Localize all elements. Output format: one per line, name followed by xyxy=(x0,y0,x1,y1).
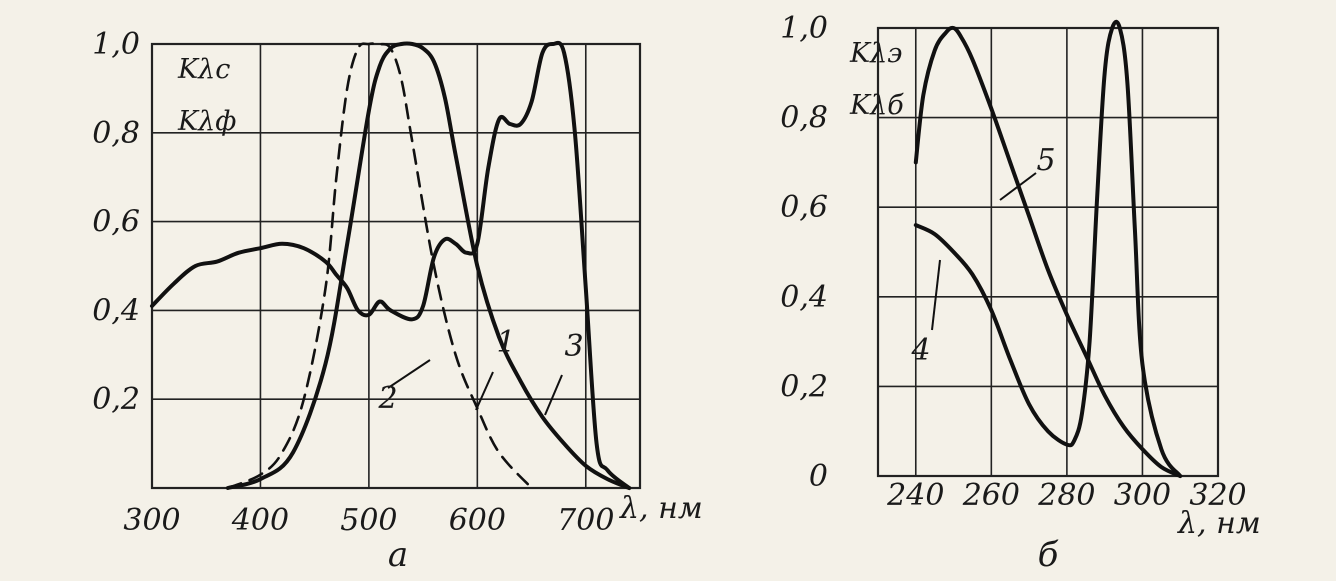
y-axis-label: Kλэ xyxy=(849,38,902,69)
x-tick-label: 700 xyxy=(557,503,614,538)
x-tick-label: 300 xyxy=(123,503,180,538)
curve-leader-line xyxy=(999,172,1037,201)
curve-label-1: 1 xyxy=(496,325,515,360)
curve-leader-line xyxy=(387,359,431,389)
y-axis-label: Kλф xyxy=(177,106,236,137)
chart-panel-b: 240 260 280 300 320 0 0,2 0,4 0,6 0,8 1,0 Kλэ Kλб λ, … xyxy=(780,11,1260,575)
y-tick-label: 0,4 xyxy=(92,293,140,328)
x-tick-label: 600 xyxy=(449,503,506,538)
y-tick-label: 1,0 xyxy=(92,27,140,62)
x-tick-label: 240 xyxy=(886,478,944,513)
y-tick-label: 0,6 xyxy=(780,190,828,225)
chart-panel-a: 300 400 500 600 700 0,2 0,4 0,6 0,8 1,0 Kλc Kλф λ, н… xyxy=(92,27,702,575)
series-line-4 xyxy=(913,19,1183,478)
plot-frame xyxy=(876,26,1220,478)
x-tick-label: 280 xyxy=(1037,478,1095,513)
y-tick-label: 0,8 xyxy=(780,101,828,136)
x-tick-label: 260 xyxy=(962,478,1020,513)
y-tick-label: 0,2 xyxy=(92,382,140,417)
x-axis-label: λ, нм xyxy=(619,491,703,526)
y-tick-label: 0,8 xyxy=(92,116,140,151)
y-tick-label: 0,6 xyxy=(92,205,140,240)
panel-label: а xyxy=(388,535,408,575)
x-tick-label: 320 xyxy=(1189,478,1246,513)
series-line-2 xyxy=(226,42,533,490)
curve-leader-line xyxy=(475,371,494,411)
y-tick-label: 0,2 xyxy=(780,369,828,404)
y-tick-label: 1,0 xyxy=(780,11,828,46)
curve-label-2: 2 xyxy=(377,381,397,416)
curve-label-5: 5 xyxy=(1036,143,1055,178)
series-line-3 xyxy=(150,40,632,490)
y-axis-label: Kλб xyxy=(849,90,904,121)
x-tick-label: 400 xyxy=(231,503,289,538)
curve-leader-line xyxy=(544,374,563,416)
x-tick-label: 300 xyxy=(1114,478,1171,513)
curve-label-4: 4 xyxy=(910,333,930,368)
y-tick-label: 0,4 xyxy=(780,280,828,315)
x-axis-label: λ, нм xyxy=(1177,506,1261,541)
series-line-1 xyxy=(225,41,632,490)
y-tick-label: 0 xyxy=(809,459,828,494)
y-axis-label: Kλc xyxy=(177,54,230,85)
curve-label-3: 3 xyxy=(564,329,583,364)
curve-leader-line xyxy=(931,259,941,331)
x-tick-label: 500 xyxy=(340,503,397,538)
panel-label: б xyxy=(1038,535,1059,575)
